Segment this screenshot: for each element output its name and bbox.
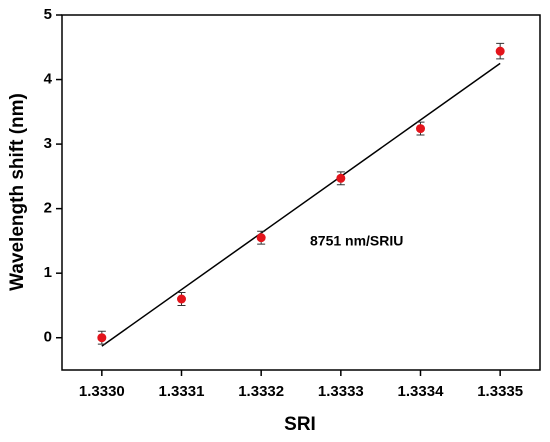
- x-axis-title: SRI: [284, 414, 316, 435]
- y-axis-title: Wavelength shift (nm): [7, 93, 28, 291]
- data-point: [495, 46, 505, 56]
- data-point: [97, 333, 107, 343]
- x-tick-label: 1.3333: [318, 383, 364, 400]
- fit-line: [101, 62, 501, 347]
- x-tick-label: 1.3332: [238, 383, 284, 400]
- data-point: [336, 173, 346, 183]
- data-point: [416, 124, 425, 134]
- y-tick-label: 3: [44, 135, 52, 152]
- x-tick-label: 1.3331: [159, 383, 205, 400]
- y-tick-label: 5: [44, 6, 52, 23]
- y-tick-label: 0: [44, 329, 52, 346]
- annotation: 8751 nm/SRIU: [310, 233, 403, 249]
- y-tick-label: 2: [44, 200, 52, 217]
- plot-frame: [61, 14, 541, 371]
- x-tick-label: 1.3334: [398, 383, 445, 400]
- y-tick-label: 4: [44, 71, 53, 88]
- y-tick-label: 1: [44, 264, 52, 281]
- x-tick-label: 1.3335: [477, 383, 523, 400]
- x-tick-label: 1.3330: [79, 383, 125, 400]
- data-point: [256, 233, 266, 243]
- data-point: [177, 294, 186, 304]
